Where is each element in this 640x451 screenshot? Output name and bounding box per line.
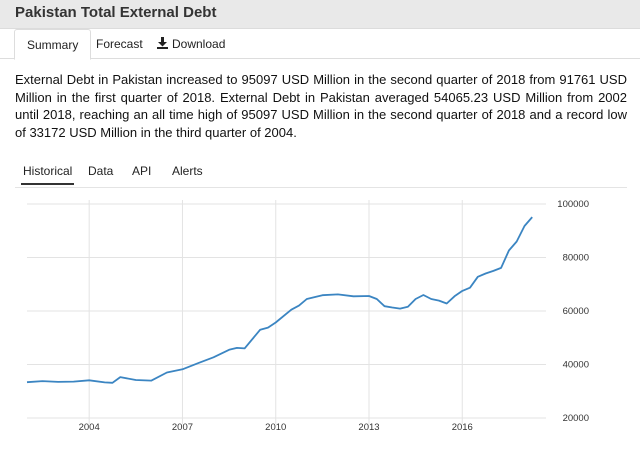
external-debt-series-line [26,216,533,384]
tab-alerts-label: Alerts [172,164,203,178]
title-bar: Pakistan Total External Debt [0,0,640,29]
tab-download-label: Download [172,37,226,51]
download-icon [157,30,168,49]
y-tick-label: 100000 [557,199,589,210]
top-tab-bar: Summary Forecast Download [0,29,640,60]
tab-historical-label: Historical [23,164,73,178]
y-tick-label: 60000 [563,306,589,317]
tab-api-label: API [132,164,152,178]
x-tick-label: 2007 [172,422,193,433]
tab-forecast[interactable]: Forecast [96,29,143,60]
tab-data-label: Data [88,164,114,178]
tab-historical[interactable]: Historical [21,157,75,185]
x-tick-label: 2010 [265,422,286,433]
x-tick-label: 2016 [452,422,473,433]
debt-line-chart: 100000 80000 60000 40000 20000 2004 2007 2010 20… [26,199,589,433]
tab-summary[interactable]: Summary [14,29,92,60]
page-title: Pakistan Total External Debt [15,4,217,21]
summary-paragraph: External Debt in Pakistan increased to 9… [15,72,627,140]
tab-alerts[interactable]: Alerts [172,157,203,185]
y-tick-label: 20000 [563,413,589,424]
tab-api[interactable]: API [132,157,151,185]
x-tick-label: 2013 [358,422,379,433]
tab-summary-label: Summary [27,38,79,52]
chart-area: 100000 80000 60000 40000 20000 2004 2007 2010 20… [15,187,627,451]
tab-data[interactable]: Data [88,157,113,185]
y-tick-label: 40000 [563,360,589,371]
tab-forecast-label: Forecast [96,37,143,51]
y-tick-label: 80000 [563,253,589,264]
tab-download[interactable]: Download [157,29,225,60]
chart-tab-bar: Historical Data API Alerts [15,157,627,187]
x-tick-label: 2004 [79,422,100,433]
